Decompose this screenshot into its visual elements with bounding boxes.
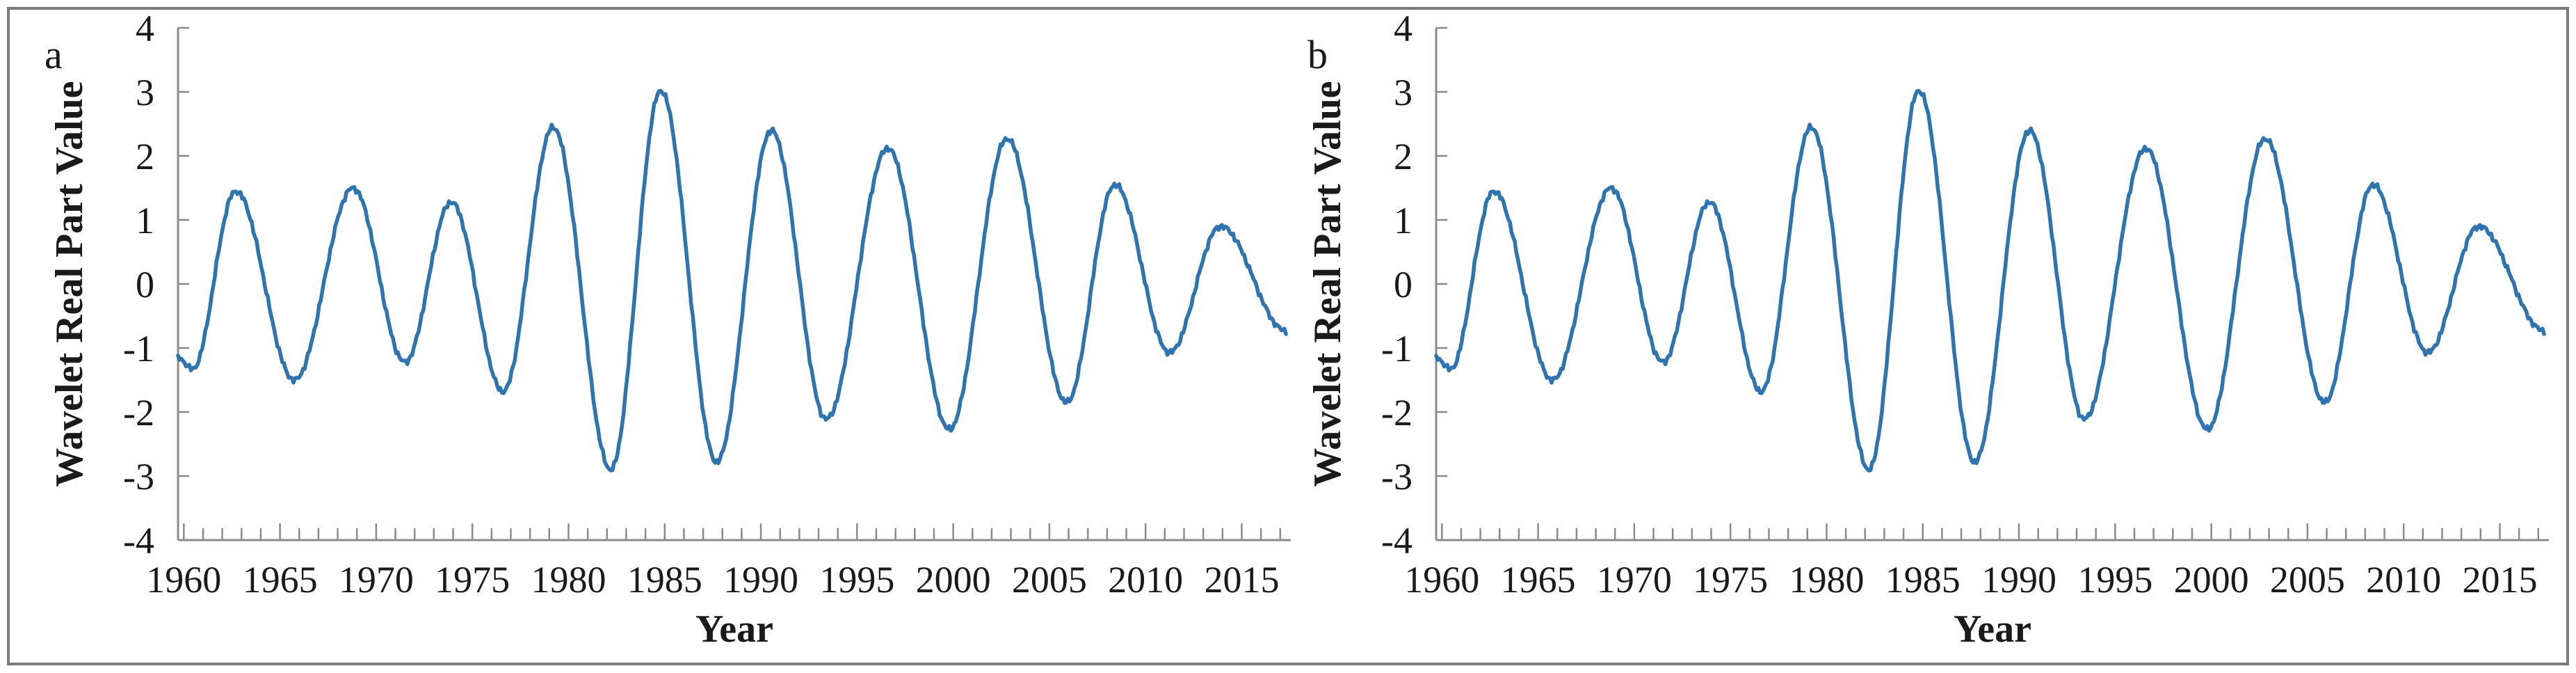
y-tick-label: -3 <box>1381 456 1412 498</box>
x-tick-label: 1960 <box>146 559 221 601</box>
y-tick-label: -1 <box>1381 328 1412 370</box>
x-tick-label: 1995 <box>2077 559 2152 601</box>
x-tick-label: 2000 <box>2174 559 2249 601</box>
y-axis-title: Wavelet Real Part Value <box>48 81 91 486</box>
x-tick-label: 1975 <box>1693 559 1768 601</box>
x-tick-label: 1970 <box>339 559 414 601</box>
y-tick-label: 4 <box>1394 8 1412 49</box>
y-tick-label: 0 <box>136 264 154 306</box>
y-tick-label: 3 <box>1394 72 1412 113</box>
x-axis-title: Year <box>695 608 773 651</box>
y-tick-label: -3 <box>123 456 154 498</box>
x-tick-label: 1960 <box>1404 559 1479 601</box>
x-tick-label: 1980 <box>1789 559 1864 601</box>
y-tick-label: -1 <box>123 328 154 370</box>
x-tick-label: 1995 <box>819 559 894 601</box>
x-tick-label: 1970 <box>1597 559 1672 601</box>
panel-label-b: b <box>1307 32 1328 77</box>
y-tick-label: -4 <box>123 520 154 562</box>
x-tick-label: 2010 <box>1108 559 1183 601</box>
x-tick-label: 1980 <box>531 559 606 601</box>
x-tick-label: 1965 <box>243 559 318 601</box>
x-tick-label: 2005 <box>2270 559 2345 601</box>
y-tick-label: 1 <box>1394 200 1412 242</box>
y-tick-label: 2 <box>1394 136 1412 177</box>
wavelet-series-line <box>176 88 1288 473</box>
figure-border <box>7 7 2569 665</box>
y-tick-label: -2 <box>123 392 154 434</box>
y-tick-label: 1 <box>136 200 154 242</box>
y-axis-title: Wavelet Real Part Value <box>1306 81 1349 486</box>
x-tick-label: 2005 <box>1012 559 1087 601</box>
y-tick-label: 3 <box>136 72 154 113</box>
x-tick-label: 2015 <box>1204 559 1279 601</box>
x-tick-label: 1975 <box>435 559 510 601</box>
x-tick-label: 1990 <box>723 559 798 601</box>
x-tick-label: 2010 <box>2366 559 2441 601</box>
panel-label-a: a <box>45 32 63 77</box>
y-tick-label: 4 <box>136 8 154 49</box>
x-tick-label: 1990 <box>1981 559 2056 601</box>
x-tick-label: 2015 <box>2462 559 2537 601</box>
x-tick-label: 1985 <box>1885 559 1961 601</box>
x-tick-label: 1985 <box>627 559 702 601</box>
y-tick-label: -2 <box>1381 392 1412 434</box>
wavelet-series-line <box>1434 88 2546 473</box>
x-axis-title: Year <box>1954 608 2031 651</box>
y-tick-label: 0 <box>1394 264 1412 306</box>
x-tick-label: 2000 <box>916 559 991 601</box>
x-tick-label: 1965 <box>1501 559 1576 601</box>
y-tick-label: -4 <box>1381 520 1412 562</box>
y-tick-label: 2 <box>136 136 154 177</box>
